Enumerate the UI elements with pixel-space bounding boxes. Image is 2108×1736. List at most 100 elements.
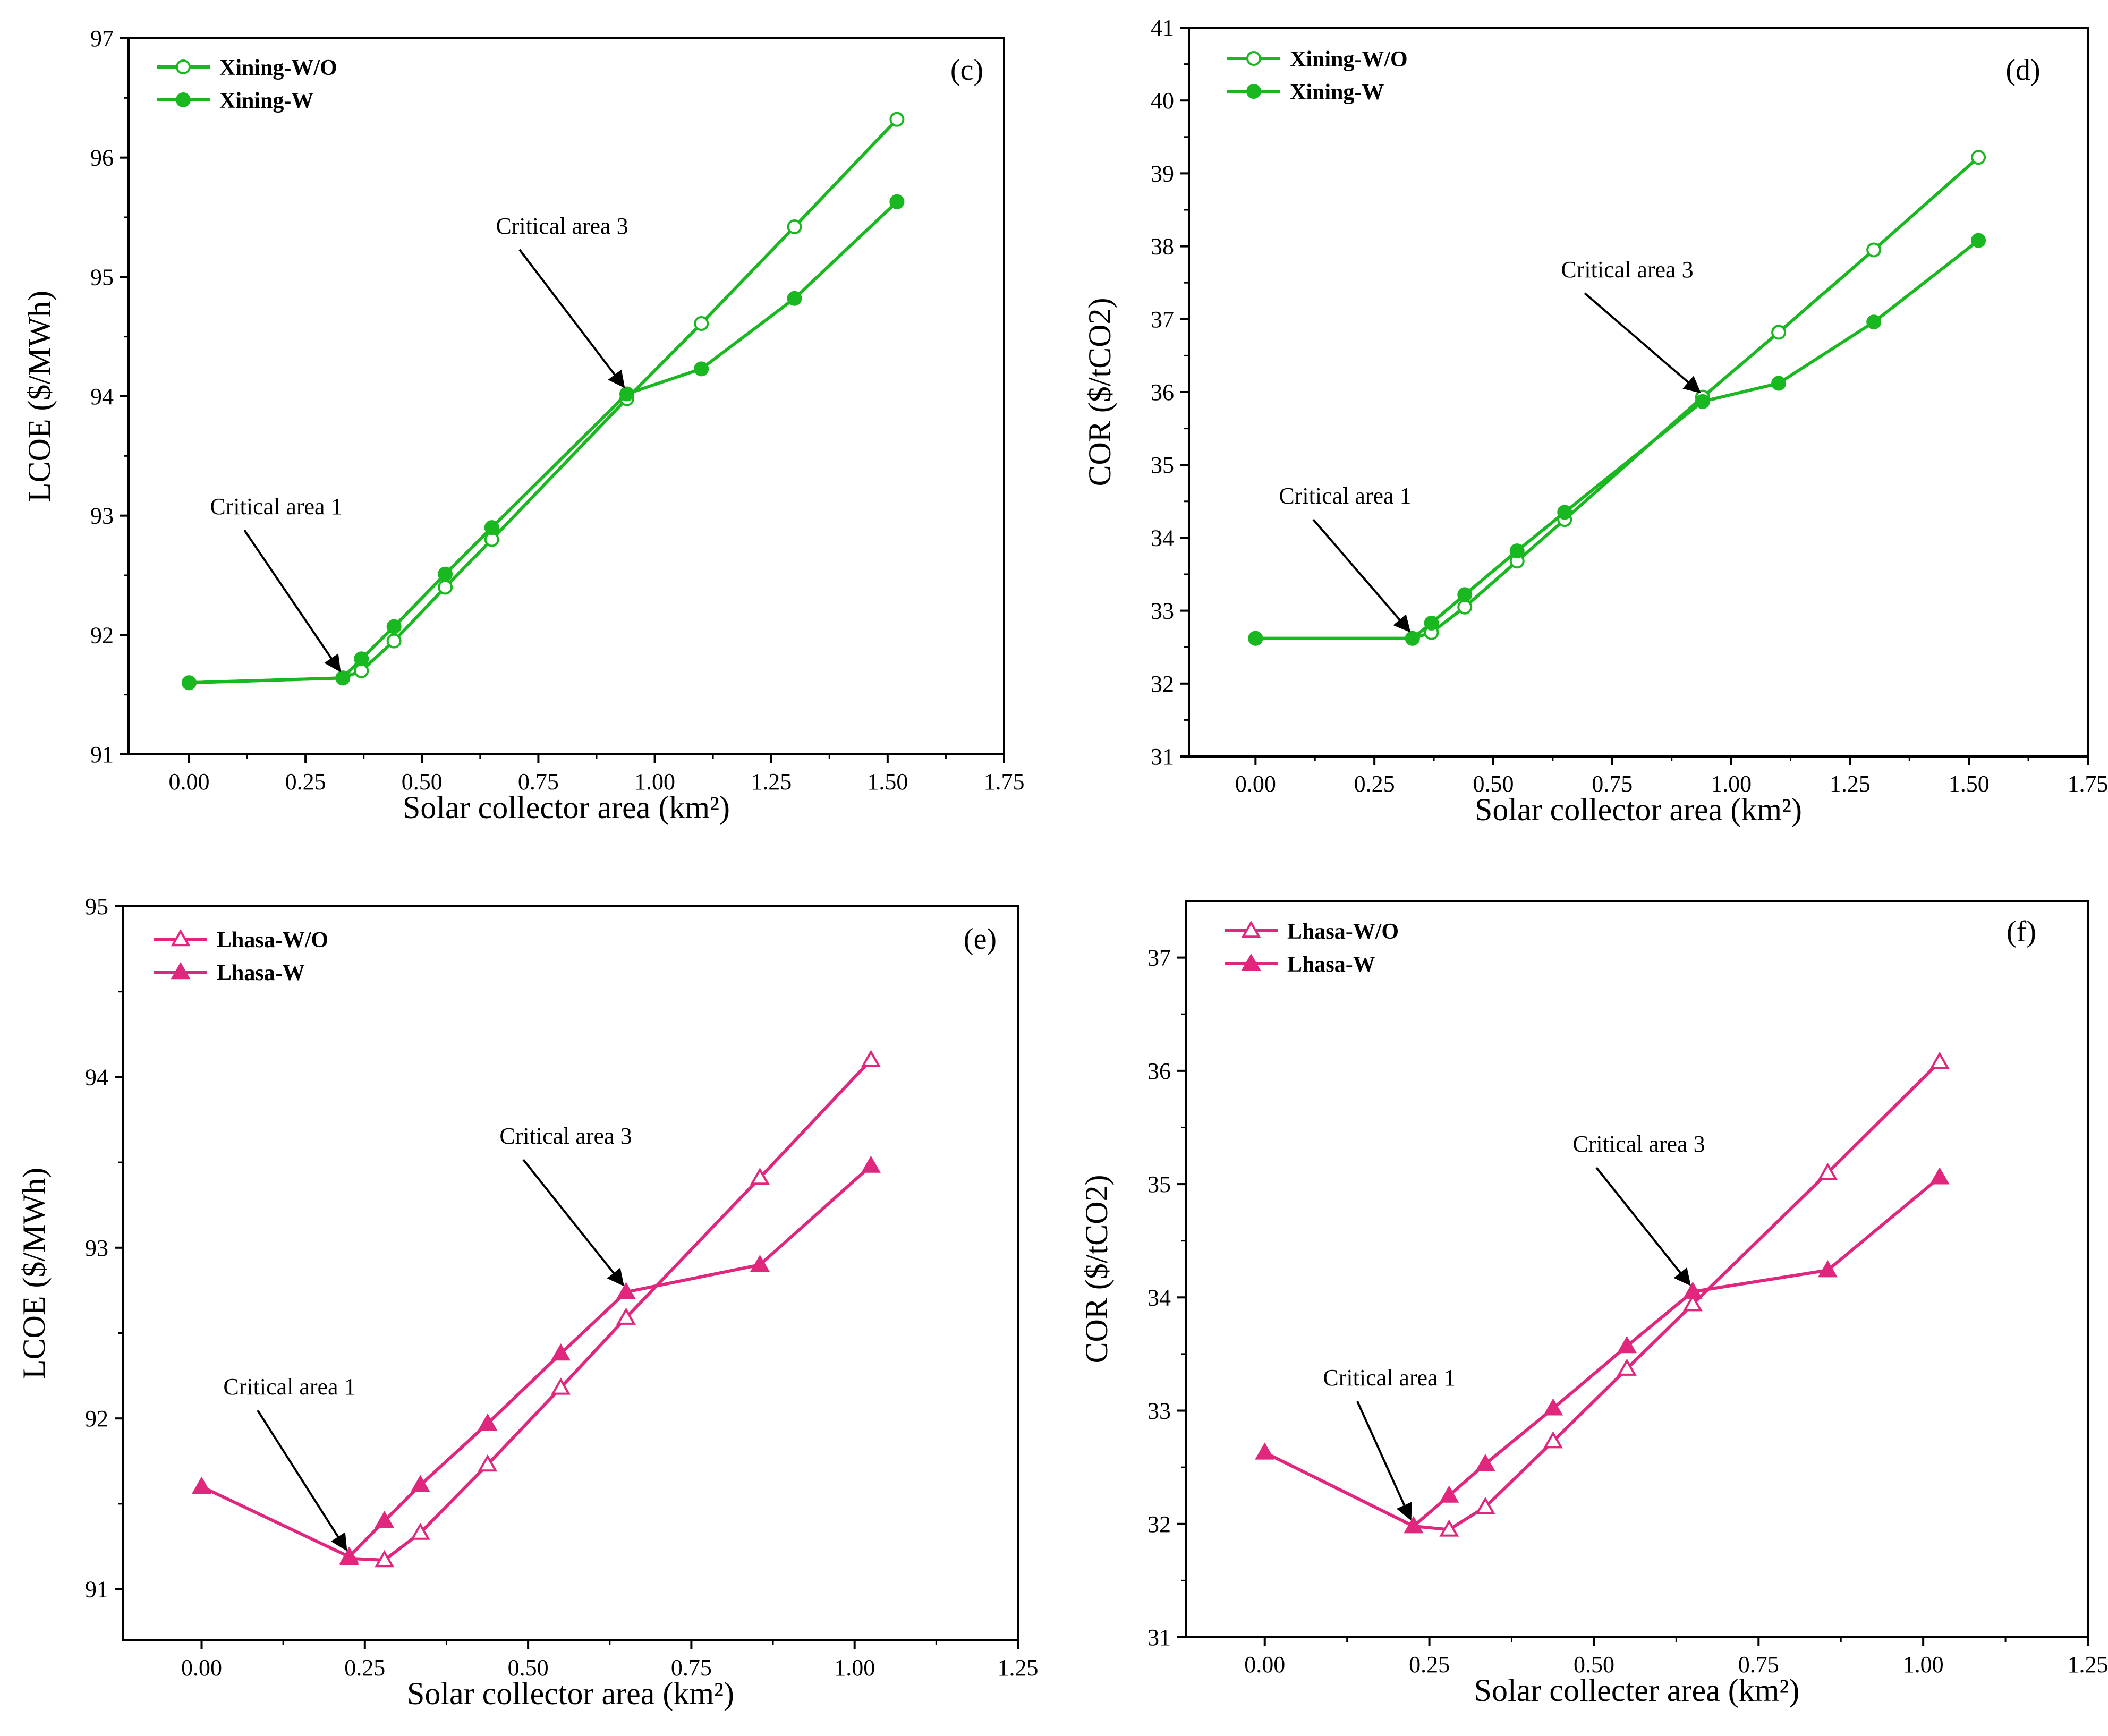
- data-point: [386, 619, 402, 634]
- legend-label: Xining-W/O: [219, 56, 337, 80]
- chart-panel-f: 0.00 0.25 0.50 0.75 1.00 1.25 31 32 33 34 35 36 37 So…: [1079, 900, 2108, 1708]
- data-point: [551, 1377, 571, 1395]
- series-line: [1255, 239, 1979, 640]
- data-point: [410, 1522, 430, 1540]
- legend: Lhasa-W/O Lhasa-W: [154, 928, 328, 985]
- x-axis-label: Solar collecter area (km²): [1474, 1673, 1800, 1708]
- data-point: [1930, 1167, 1950, 1185]
- series-xining-w: [1248, 233, 1986, 646]
- x-tick-label: 0.25: [344, 1655, 385, 1681]
- y-tick-label: 97: [90, 25, 114, 52]
- series-xining-w-o: [1248, 150, 1986, 646]
- data-point: [354, 663, 369, 678]
- y-tick-label: 91: [85, 1577, 108, 1603]
- x-tick-label: 0.00: [1235, 771, 1276, 797]
- data-point: [1255, 1442, 1275, 1460]
- data-point: [1617, 1358, 1637, 1376]
- y-axis-label: COR ($/tCO2): [1079, 1175, 1114, 1363]
- data-point: [889, 194, 905, 209]
- data-point: [1817, 1260, 1838, 1278]
- x-axis-label: Solar collector area (km²): [403, 790, 730, 825]
- legend-marker: [176, 92, 191, 107]
- y-axis-label: LCOE ($/MWh): [22, 291, 57, 502]
- data-point: [1817, 1162, 1838, 1180]
- legend-label: Lhasa-W/O: [217, 928, 328, 952]
- annotation-arrow: [243, 529, 341, 673]
- data-point: [1557, 505, 1572, 520]
- y-tick-label: 41: [1151, 15, 1174, 41]
- data-point: [438, 580, 453, 595]
- x-tick-label: 1.25: [751, 769, 792, 795]
- data-point: [1439, 1485, 1459, 1503]
- x-tick-label: 0.00: [181, 1655, 222, 1681]
- y-tick-label: 40: [1151, 88, 1174, 114]
- series-line: [1264, 1176, 1941, 1528]
- x-tick-label: 0.50: [402, 769, 443, 795]
- data-point: [478, 1454, 498, 1472]
- data-point: [1971, 150, 1986, 165]
- data-point: [861, 1050, 881, 1067]
- series-line: [189, 118, 898, 685]
- data-point: [1424, 615, 1439, 631]
- data-point: [787, 291, 802, 306]
- y-axis-label: LCOE ($/MWh): [16, 1168, 52, 1379]
- data-point: [484, 520, 499, 535]
- annotation-arrow: [518, 249, 625, 388]
- plot-frame: [1185, 900, 2089, 1638]
- data-point: [1543, 1398, 1563, 1416]
- chart-panel-e: 0.00 0.25 0.50 0.75 1.00 1.25 91 92 93 94 95 Solar …: [16, 893, 1039, 1711]
- series-line: [349, 1059, 872, 1562]
- y-tick-label: 96: [90, 145, 114, 171]
- x-tick-label: 1.00: [1903, 1652, 1944, 1678]
- y-tick-label: 33: [1151, 598, 1174, 624]
- x-tick-label: 1.50: [1949, 771, 1990, 797]
- data-point: [1971, 233, 1986, 248]
- annotation-text: Critical area 3: [1572, 1131, 1705, 1157]
- data-point: [619, 386, 634, 402]
- series-line: [201, 1164, 872, 1559]
- data-point: [616, 1282, 636, 1299]
- annotation-text: Critical area 1: [210, 493, 342, 520]
- data-point: [354, 651, 369, 667]
- data-point: [551, 1343, 571, 1361]
- y-tick-label: 33: [1148, 1398, 1171, 1424]
- series-xining-w-o: [181, 112, 905, 691]
- data-point: [750, 1167, 770, 1185]
- data-point: [787, 219, 802, 234]
- data-point: [1617, 1335, 1637, 1354]
- data-point: [1475, 1496, 1495, 1514]
- data-point: [181, 675, 197, 691]
- data-point: [375, 1510, 395, 1528]
- legend-marker: [171, 961, 191, 980]
- annotation-arrow: [257, 1409, 347, 1551]
- series-lhasa-w: [192, 1155, 881, 1564]
- annotation-text: Critical area 3: [499, 1123, 632, 1149]
- annotation-text: Critical area 1: [1323, 1365, 1455, 1391]
- series-line: [1255, 156, 1980, 640]
- y-tick-label: 31: [1151, 744, 1174, 770]
- plot-frame: [1188, 27, 2089, 758]
- data-point: [1695, 394, 1710, 409]
- data-point: [478, 1413, 498, 1431]
- x-tick-label: 0.50: [1473, 771, 1514, 797]
- data-point: [1457, 587, 1473, 602]
- legend-label: Lhasa-W/O: [1287, 920, 1399, 944]
- legend-label: Lhasa-W: [217, 961, 305, 985]
- y-tick-label: 34: [1151, 525, 1174, 551]
- data-point: [889, 112, 905, 127]
- data-point: [1682, 1281, 1703, 1299]
- y-tick-label: 37: [1151, 307, 1174, 333]
- y-tick-label: 93: [90, 503, 114, 529]
- legend-label: Xining-W/O: [1290, 47, 1408, 72]
- y-tick-label: 91: [90, 742, 114, 768]
- legend: Xining-W/O Xining-W: [157, 56, 337, 113]
- y-tick-label: 35: [1151, 452, 1174, 478]
- y-tick-label: 93: [85, 1235, 108, 1261]
- x-tick-label: 1.75: [984, 769, 1025, 795]
- x-tick-label: 1.75: [2068, 771, 2108, 797]
- data-point: [861, 1155, 881, 1173]
- y-tick-label: 36: [1151, 379, 1174, 405]
- data-point: [1248, 631, 1263, 646]
- annotation-text: Critical area 1: [223, 1374, 355, 1400]
- x-tick-label: 0.25: [1354, 771, 1395, 797]
